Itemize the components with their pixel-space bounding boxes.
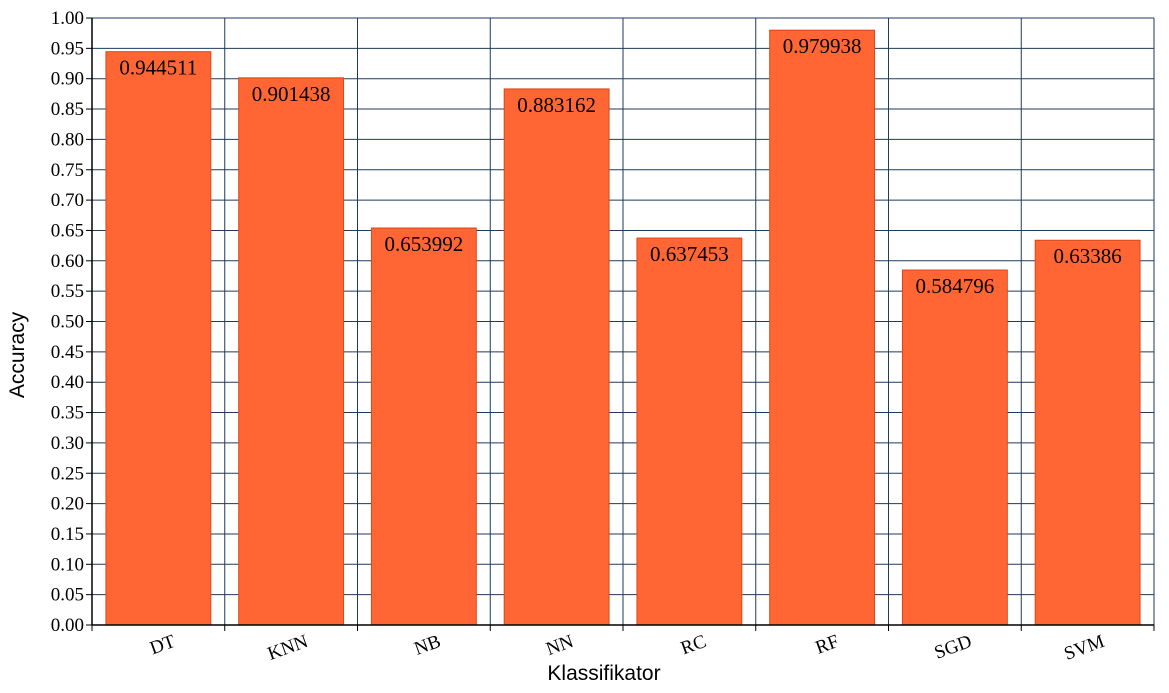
x-tick-label-nb: NB <box>412 631 444 660</box>
x-tick-label-dt: DT <box>147 631 178 660</box>
y-tick-label: 0.05 <box>51 585 84 606</box>
y-tick-label: 1.00 <box>51 8 84 29</box>
y-tick-label: 0.00 <box>51 615 84 636</box>
x-axis-title: Klassifikator <box>547 662 660 685</box>
y-tick-label: 0.25 <box>51 463 84 484</box>
y-tick-label: 0.50 <box>51 312 84 333</box>
y-tick-label: 0.60 <box>51 251 84 272</box>
bar-rf <box>769 29 876 626</box>
vertical-gridlines <box>224 18 1155 625</box>
y-tick-label: 0.95 <box>51 38 84 59</box>
x-tick-label-rf: RF <box>813 631 842 659</box>
value-label-svm: 0.63386 <box>1054 244 1122 268</box>
y-tick-label: 0.65 <box>51 220 84 241</box>
y-tick-label: 0.30 <box>51 433 84 454</box>
y-axis-ticks: 0.00 0.05 0.10 0.15 0.20 0.25 0.30 0.35 0.40 0.45… <box>51 8 92 636</box>
x-tick-label-rc: RC <box>678 631 709 659</box>
y-tick-label: 0.85 <box>51 99 84 120</box>
value-label-nn: 0.883162 <box>517 93 596 117</box>
x-tick-label-knn: KNN <box>265 631 311 665</box>
x-tick-label-nn: NN <box>543 631 576 660</box>
bar-rc <box>636 237 743 626</box>
y-tick-label: 0.20 <box>51 494 84 515</box>
y-tick-label: 0.90 <box>51 69 84 90</box>
y-tick-label: 0.15 <box>51 524 84 545</box>
value-label-rf: 0.979938 <box>783 34 862 58</box>
y-tick-label: 0.45 <box>51 342 84 363</box>
y-tick-label: 0.70 <box>51 190 84 211</box>
y-tick-label: 0.35 <box>51 403 84 424</box>
value-label-sgd: 0.584796 <box>916 274 995 298</box>
value-label-dt: 0.944511 <box>119 56 197 80</box>
value-label-nb: 0.653992 <box>385 232 464 256</box>
value-label-knn: 0.901438 <box>252 82 331 106</box>
x-tick-label-sgd: SGD <box>932 631 975 664</box>
bars-group <box>105 29 1141 626</box>
y-tick-label: 0.80 <box>51 129 84 150</box>
y-tick-label: 0.55 <box>51 281 84 302</box>
bar-dt <box>105 51 212 626</box>
y-tick-label: 0.75 <box>51 160 84 181</box>
bar-sgd <box>901 269 1008 626</box>
y-tick-label: 0.10 <box>51 554 84 575</box>
y-axis-title: Accuracy <box>6 311 29 398</box>
bar-knn <box>238 77 345 626</box>
y-tick-label: 0.40 <box>51 372 84 393</box>
bar-nb <box>370 227 477 626</box>
bar-svm <box>1034 239 1141 626</box>
x-axis-ticks: DT KNN NB NN RC RF SGD SVM <box>91 625 1155 665</box>
x-tick-label-svm: SVM <box>1061 631 1107 665</box>
bar-nn <box>503 88 610 626</box>
value-labels-group: 0.944511 0.901438 0.653992 0.883162 0.637453… <box>119 34 1121 298</box>
value-label-rc: 0.637453 <box>650 242 729 266</box>
